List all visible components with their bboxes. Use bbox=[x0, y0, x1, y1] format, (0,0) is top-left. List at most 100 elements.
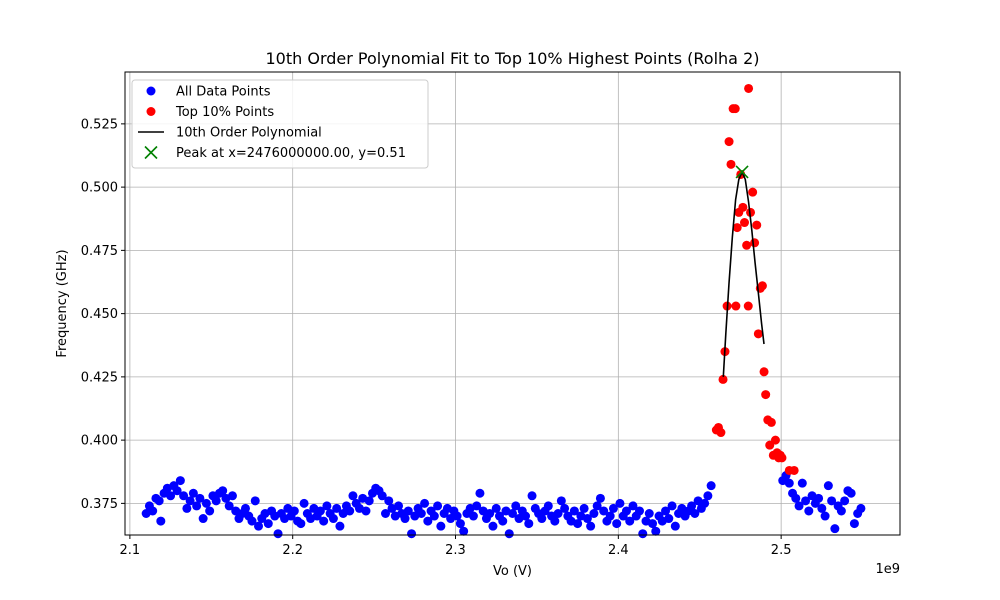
data-point bbox=[592, 501, 602, 511]
y-tick-label: 0.500 bbox=[81, 181, 118, 196]
data-point bbox=[569, 506, 579, 516]
peak-marker bbox=[735, 165, 749, 179]
data-point bbox=[644, 508, 654, 518]
top-point bbox=[726, 159, 736, 169]
data-point bbox=[703, 491, 713, 501]
data-point bbox=[634, 506, 644, 516]
data-point bbox=[849, 519, 859, 529]
x-axis-offset-label: 1e9 bbox=[875, 562, 900, 577]
data-point bbox=[836, 506, 846, 516]
data-point bbox=[504, 529, 514, 539]
data-point bbox=[791, 493, 801, 503]
data-point bbox=[797, 478, 807, 488]
data-point bbox=[661, 506, 671, 516]
y-axis-label: Frequency (GHz) bbox=[55, 249, 70, 357]
x-tick-label: 2.2 bbox=[282, 543, 303, 558]
data-point bbox=[846, 488, 856, 498]
legend-entry-label: Top 10% Points bbox=[175, 105, 274, 120]
data-point bbox=[240, 503, 250, 513]
data-point bbox=[615, 498, 625, 508]
top-point bbox=[731, 301, 741, 311]
data-point bbox=[638, 529, 648, 539]
data-point bbox=[364, 496, 374, 506]
data-point bbox=[687, 501, 697, 511]
data-point bbox=[299, 498, 309, 508]
data-point bbox=[420, 498, 430, 508]
data-point bbox=[254, 521, 264, 531]
data-point bbox=[521, 511, 531, 521]
data-point bbox=[348, 491, 358, 501]
data-point bbox=[407, 529, 417, 539]
data-point bbox=[599, 506, 609, 516]
data-point bbox=[195, 493, 205, 503]
data-point bbox=[468, 511, 478, 521]
data-point bbox=[315, 506, 325, 516]
data-point bbox=[322, 501, 332, 511]
data-point bbox=[227, 491, 237, 501]
top-point bbox=[761, 390, 771, 400]
data-point bbox=[491, 503, 501, 513]
data-point bbox=[485, 508, 495, 518]
x-tick-label: 2.5 bbox=[771, 543, 792, 558]
data-point bbox=[332, 503, 342, 513]
data-point bbox=[820, 511, 830, 521]
data-point bbox=[625, 516, 635, 526]
data-point bbox=[508, 508, 517, 518]
data-point bbox=[472, 501, 482, 511]
x-tick-label: 2.3 bbox=[445, 543, 466, 558]
data-point bbox=[429, 511, 439, 521]
data-point bbox=[830, 524, 840, 534]
data-point bbox=[394, 501, 404, 511]
y-tick-label: 0.400 bbox=[81, 434, 118, 449]
legend-entry-label: All Data Points bbox=[176, 85, 271, 100]
chart-title: 10th Order Polynomial Fit to Top 10% Hig… bbox=[265, 49, 759, 68]
data-point bbox=[628, 501, 638, 511]
data-point bbox=[586, 521, 596, 531]
top-point bbox=[716, 428, 726, 438]
data-point bbox=[543, 501, 553, 511]
data-point bbox=[612, 519, 622, 529]
data-point bbox=[263, 519, 273, 529]
data-point bbox=[827, 496, 837, 506]
data-point bbox=[175, 476, 185, 486]
data-point bbox=[556, 496, 566, 506]
ticks-layer: 2.1 2.2 2.3 2.4 2.5 0.375 0.400 0.425 0.450 0.475… bbox=[81, 117, 792, 558]
data-point bbox=[801, 496, 811, 506]
data-point bbox=[273, 529, 283, 539]
data-point bbox=[384, 496, 394, 506]
y-tick-label: 0.425 bbox=[81, 370, 118, 385]
data-point bbox=[573, 519, 583, 529]
data-point bbox=[608, 503, 618, 513]
data-point bbox=[433, 501, 443, 511]
top-point bbox=[738, 202, 748, 212]
data-point bbox=[381, 508, 391, 518]
top-point bbox=[759, 367, 769, 377]
data-point bbox=[423, 516, 433, 526]
data-point bbox=[550, 516, 560, 526]
data-point bbox=[148, 506, 158, 516]
top-point bbox=[743, 301, 753, 311]
legend-box bbox=[131, 79, 429, 169]
top-point bbox=[748, 187, 758, 197]
data-point bbox=[154, 496, 164, 506]
data-point bbox=[670, 521, 680, 531]
top-point bbox=[744, 83, 754, 93]
data-point bbox=[400, 514, 410, 524]
y-tick-label: 0.525 bbox=[81, 117, 118, 132]
top-point bbox=[777, 453, 787, 463]
data-point bbox=[224, 501, 234, 511]
data-point bbox=[589, 508, 599, 518]
data-point bbox=[416, 508, 426, 518]
data-point bbox=[289, 506, 299, 516]
data-point bbox=[179, 491, 189, 501]
data-point bbox=[319, 516, 329, 526]
data-point bbox=[560, 503, 570, 513]
data-point bbox=[459, 526, 469, 536]
data-point bbox=[524, 519, 534, 529]
x-tick-label: 2.1 bbox=[120, 543, 141, 558]
top-point bbox=[750, 238, 760, 248]
data-point bbox=[511, 501, 521, 511]
data-point bbox=[455, 519, 465, 529]
data-point bbox=[218, 486, 228, 496]
data-point bbox=[595, 493, 605, 503]
